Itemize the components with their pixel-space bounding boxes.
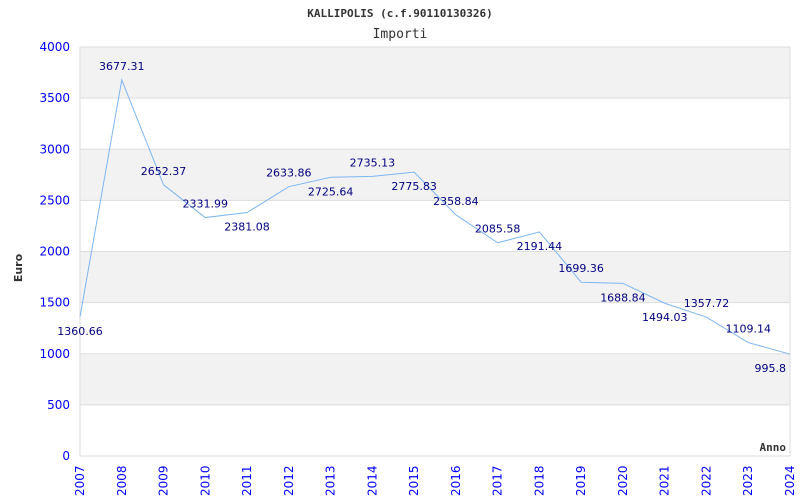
data-label: 1360.66 (57, 325, 103, 338)
data-label: 2775.83 (391, 180, 437, 193)
data-label: 2358.84 (433, 195, 479, 208)
series-line (79, 78, 791, 355)
chart-subtitle: Importi (373, 27, 428, 42)
x-tick-label: 2019 (574, 465, 588, 496)
y-tick-label: 500 (47, 398, 70, 412)
x-tick-label: 2011 (240, 465, 254, 496)
y-tick-label: 3000 (39, 142, 70, 156)
y-tick-label: 2500 (39, 193, 70, 207)
y-tick-label: 3500 (39, 91, 70, 105)
x-tick-label: 2013 (324, 465, 338, 496)
data-label: 1688.84 (600, 291, 646, 304)
y-tick-label: 1000 (39, 347, 70, 361)
x-tick-label: 2014 (365, 465, 379, 496)
y-axis-label: Euro (12, 253, 25, 282)
data-label: 995.8 (755, 362, 787, 375)
data-label: 2381.08 (224, 221, 270, 234)
chart-title: KALLIPOLIS (c.f.90110130326) (307, 7, 492, 20)
grid-band (80, 149, 790, 201)
x-tick-label: 2018 (532, 465, 546, 496)
x-tick-label: 2008 (115, 465, 129, 496)
data-label: 1357.72 (684, 297, 730, 310)
x-tick-label: 2010 (198, 465, 212, 496)
y-tick-label: 1500 (39, 296, 70, 310)
y-tick-label: 2000 (39, 245, 70, 259)
data-label: 2085.58 (475, 223, 521, 236)
x-axis-label: Anno (760, 441, 787, 454)
x-tick-label: 2024 (783, 465, 797, 496)
data-label: 1109.14 (725, 323, 771, 336)
x-tick-label: 2012 (282, 465, 296, 496)
x-tick-label: 2022 (699, 465, 713, 496)
data-label: 2735.13 (350, 156, 396, 169)
x-tick-label: 2007 (73, 465, 87, 496)
data-label: 2331.99 (183, 198, 229, 211)
data-label: 2725.64 (308, 185, 354, 198)
x-tick-label: 2023 (741, 465, 755, 496)
data-label: 3677.31 (99, 60, 145, 73)
x-tick-label: 2009 (157, 465, 171, 496)
x-tick-label: 2021 (658, 465, 672, 496)
y-tick-label: 4000 (39, 40, 70, 54)
data-label: 1699.36 (558, 262, 604, 275)
x-tick-label: 2016 (449, 465, 463, 496)
data-label: 2191.44 (517, 240, 563, 253)
data-label: 2633.86 (266, 167, 312, 180)
x-tick-label: 2015 (407, 465, 421, 496)
grid-band (80, 353, 790, 405)
y-tick-label: 0 (62, 449, 70, 463)
grid-band (80, 251, 790, 303)
x-tick-label: 2017 (491, 465, 505, 496)
x-tick-label: 2020 (616, 465, 630, 496)
grid-band (80, 47, 790, 99)
data-label: 1494.03 (642, 311, 688, 324)
data-label: 2652.37 (141, 165, 187, 178)
